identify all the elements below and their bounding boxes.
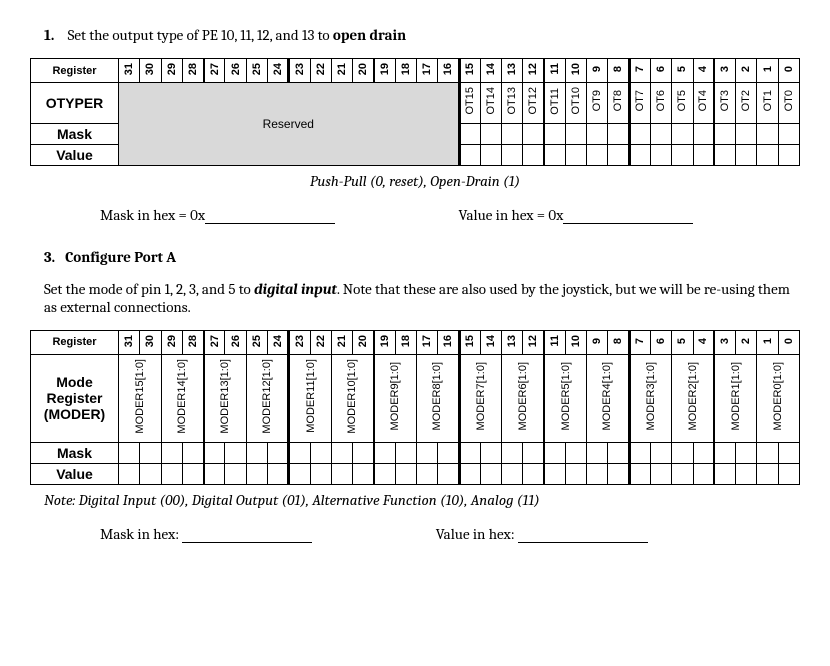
q1-text-b: open drain: [333, 26, 406, 44]
mask-hex-blank-2[interactable]: [182, 542, 312, 543]
value-row-2: Value: [31, 463, 800, 484]
otyper-row: OTYPER Reserved OT15 OT14 OT13 OT12 OT11…: [31, 83, 800, 124]
mask-row-2: Mask: [31, 442, 800, 463]
mask-hex-label: Mask in hex = 0x: [100, 206, 205, 224]
value-hex-label: Value in hex = 0x: [458, 206, 563, 224]
q3-heading: 3. Configure Port A: [44, 248, 800, 266]
q3-caption: Note: Digital Input (00), Digital Output…: [44, 491, 800, 509]
value-hex-blank[interactable]: [563, 223, 693, 224]
moder-label: Mode Register (MODER): [31, 355, 119, 443]
q3-hexline: Mask in hex: Value in hex:: [30, 525, 800, 543]
q3-title: Configure Port A: [65, 248, 176, 266]
table-moder: Register 31 30 29 28 27 26 25 24 23 22 2…: [30, 330, 800, 485]
moder-row: Mode Register (MODER) MODER15[1:0] MODER…: [31, 355, 800, 443]
q3-number: 3.: [44, 248, 55, 266]
q1-hexline: Mask in hex = 0x Value in hex = 0x: [30, 206, 800, 224]
bit-header-row-2: Register 31 30 29 28 27 26 25 24 23 22 2…: [31, 330, 800, 354]
register-label: Register: [31, 59, 119, 83]
q1-instruction: 1. Set the output type of PE 10, 11, 12,…: [44, 26, 800, 44]
table-otyper: Register 31 30 29 28 27 26 25 24 23 22 2…: [30, 58, 800, 166]
mask-hex-label-2: Mask in hex:: [100, 525, 182, 543]
value-hex-label-2: Value in hex:: [436, 525, 518, 543]
value-hex-blank-2[interactable]: [518, 542, 648, 543]
reserved-block: Reserved: [119, 83, 460, 166]
q3-text: Set the mode of pin 1, 2, 3, and 5 to di…: [44, 280, 800, 316]
q1-text-a: Set the output type of PE 10, 11, 12, an…: [68, 26, 333, 44]
otyper-label: OTYPER: [31, 83, 119, 124]
bit-header-row: Register 31 30 29 28 27 26 25 24 23 22 2…: [31, 59, 800, 83]
q1-number: 1.: [44, 26, 54, 44]
mask-hex-blank[interactable]: [205, 223, 335, 224]
q1-caption: Push-Pull (0, reset), Open-Drain (1): [30, 172, 800, 190]
